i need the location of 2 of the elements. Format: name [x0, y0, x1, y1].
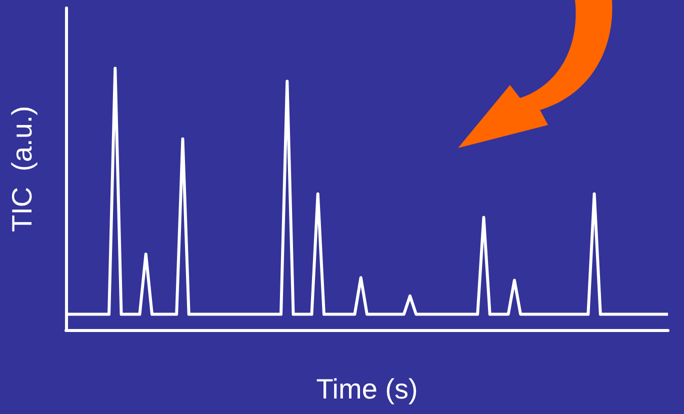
x-axis-title: Time (s): [316, 374, 418, 404]
y-axis-title: TIC (a.u.): [6, 106, 38, 232]
